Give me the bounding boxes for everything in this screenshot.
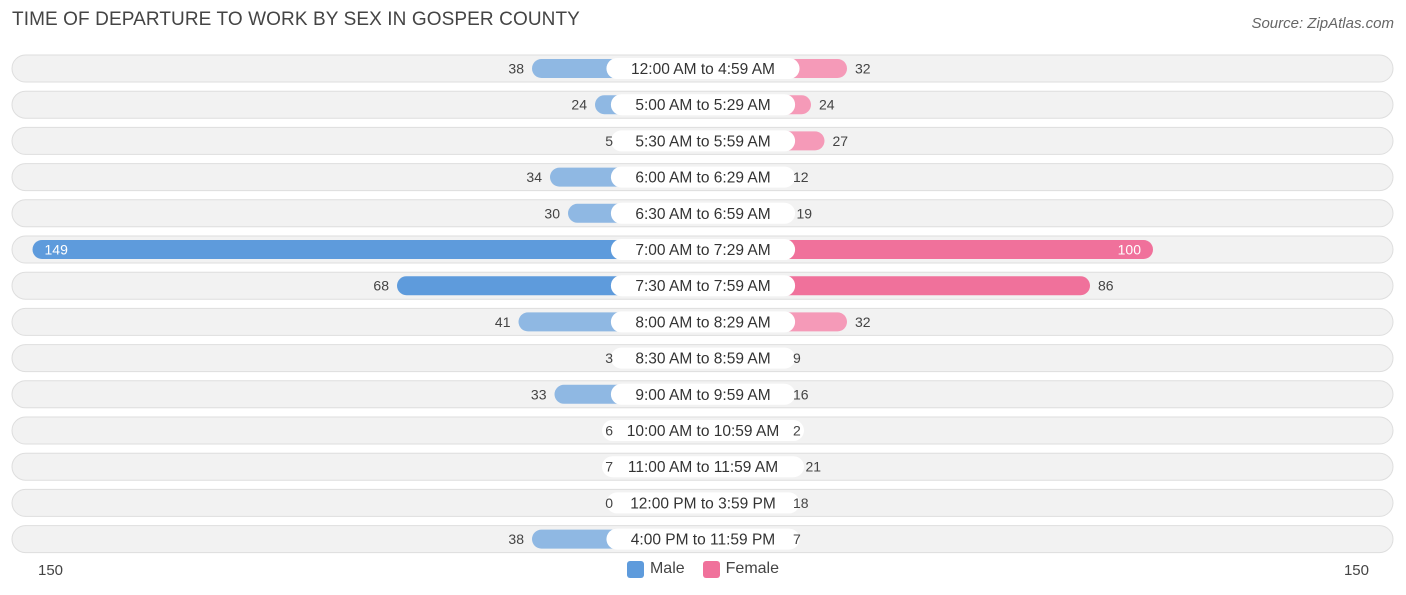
category-pill: [610, 166, 796, 188]
female-value-label: 21: [806, 459, 822, 475]
male-value-label: 7: [605, 459, 613, 475]
chart-title: TIME OF DEPARTURE TO WORK BY SEX IN GOSP…: [12, 9, 580, 30]
category-pill: [610, 311, 796, 333]
axis-left-label: 150: [38, 562, 64, 579]
female-value-label: 9: [793, 350, 801, 366]
female-value-label: 16: [793, 386, 809, 402]
category-pill: [606, 492, 800, 514]
female-value-label: 7: [793, 531, 801, 547]
female-value-label: 32: [855, 314, 871, 330]
category-pill: [602, 420, 804, 441]
female-value-label: 24: [819, 97, 835, 113]
category-pill: [610, 94, 796, 116]
male-value-label: 68: [373, 278, 389, 294]
legend: Male Female: [0, 560, 1406, 578]
male-bar: [32, 240, 703, 259]
male-value-label: 3: [605, 350, 613, 366]
legend-female-label: Female: [725, 560, 780, 577]
female-value-label: 86: [1098, 278, 1114, 294]
male-value-label: 38: [508, 61, 524, 77]
female-swatch: [702, 560, 720, 578]
female-value-label: 18: [793, 495, 809, 511]
male-value-label: 0: [605, 495, 613, 511]
male-value-label: 33: [531, 386, 547, 402]
male-value-label: 30: [544, 205, 560, 221]
category-label: 6:00 AM to 6:29 AM: [635, 170, 770, 187]
category-label: 10:00 AM to 10:59 AM: [627, 423, 780, 440]
category-pill: [610, 383, 796, 405]
category-pill: [610, 275, 796, 297]
category-pill: [610, 130, 796, 152]
category-label: 11:00 AM to 11:59 AM: [628, 459, 778, 476]
category-label: 5:00 AM to 5:29 AM: [635, 97, 770, 114]
category-pill: [606, 528, 800, 550]
female-value-label: 32: [855, 61, 871, 77]
male-value-label: 5: [605, 133, 613, 149]
category-label: 8:00 AM to 8:29 AM: [635, 314, 770, 331]
category-label: 12:00 AM to 4:59 AM: [631, 61, 775, 78]
female-value-label: 19: [797, 205, 813, 221]
category-label: 6:30 AM to 6:59 AM: [635, 206, 770, 223]
source-label: Source: ZipAtlas.com: [1251, 15, 1394, 32]
legend-item-male: Male: [626, 560, 685, 578]
category-label: 12:00 PM to 3:59 PM: [630, 495, 776, 512]
female-bar: [703, 240, 1153, 259]
male-value-label: 6: [605, 423, 613, 439]
male-value-label: 38: [508, 531, 524, 547]
category-pill: [610, 202, 796, 224]
category-pill: [610, 239, 796, 260]
axis-right-label: 150: [1343, 562, 1369, 579]
female-value-label: 27: [833, 133, 849, 149]
male-value-label: 24: [571, 97, 587, 113]
category-label: 4:00 PM to 11:59 PM: [631, 532, 775, 549]
category-label: 9:00 AM to 9:59 AM: [635, 387, 770, 404]
category-pill: [610, 347, 796, 369]
category-label: 7:30 AM to 7:59 AM: [635, 278, 770, 295]
female-bar: [703, 276, 1090, 296]
female-value-label: 100: [1118, 242, 1142, 258]
male-value-label: 41: [495, 314, 511, 330]
category-pill: [606, 58, 800, 79]
category-pill: [602, 456, 804, 478]
category-label: 7:00 AM to 7:29 AM: [635, 242, 770, 259]
legend-item-female: Female: [702, 560, 780, 578]
male-swatch: [626, 560, 644, 578]
category-label: 5:30 AM to 5:59 AM: [635, 133, 770, 150]
female-value-label: 2: [793, 423, 801, 439]
male-value-label: 34: [526, 169, 542, 185]
female-value-label: 12: [793, 169, 809, 185]
category-label: 8:30 AM to 8:59 AM: [635, 351, 770, 368]
legend-male-label: Male: [649, 560, 685, 577]
male-value-label: 149: [45, 242, 69, 258]
